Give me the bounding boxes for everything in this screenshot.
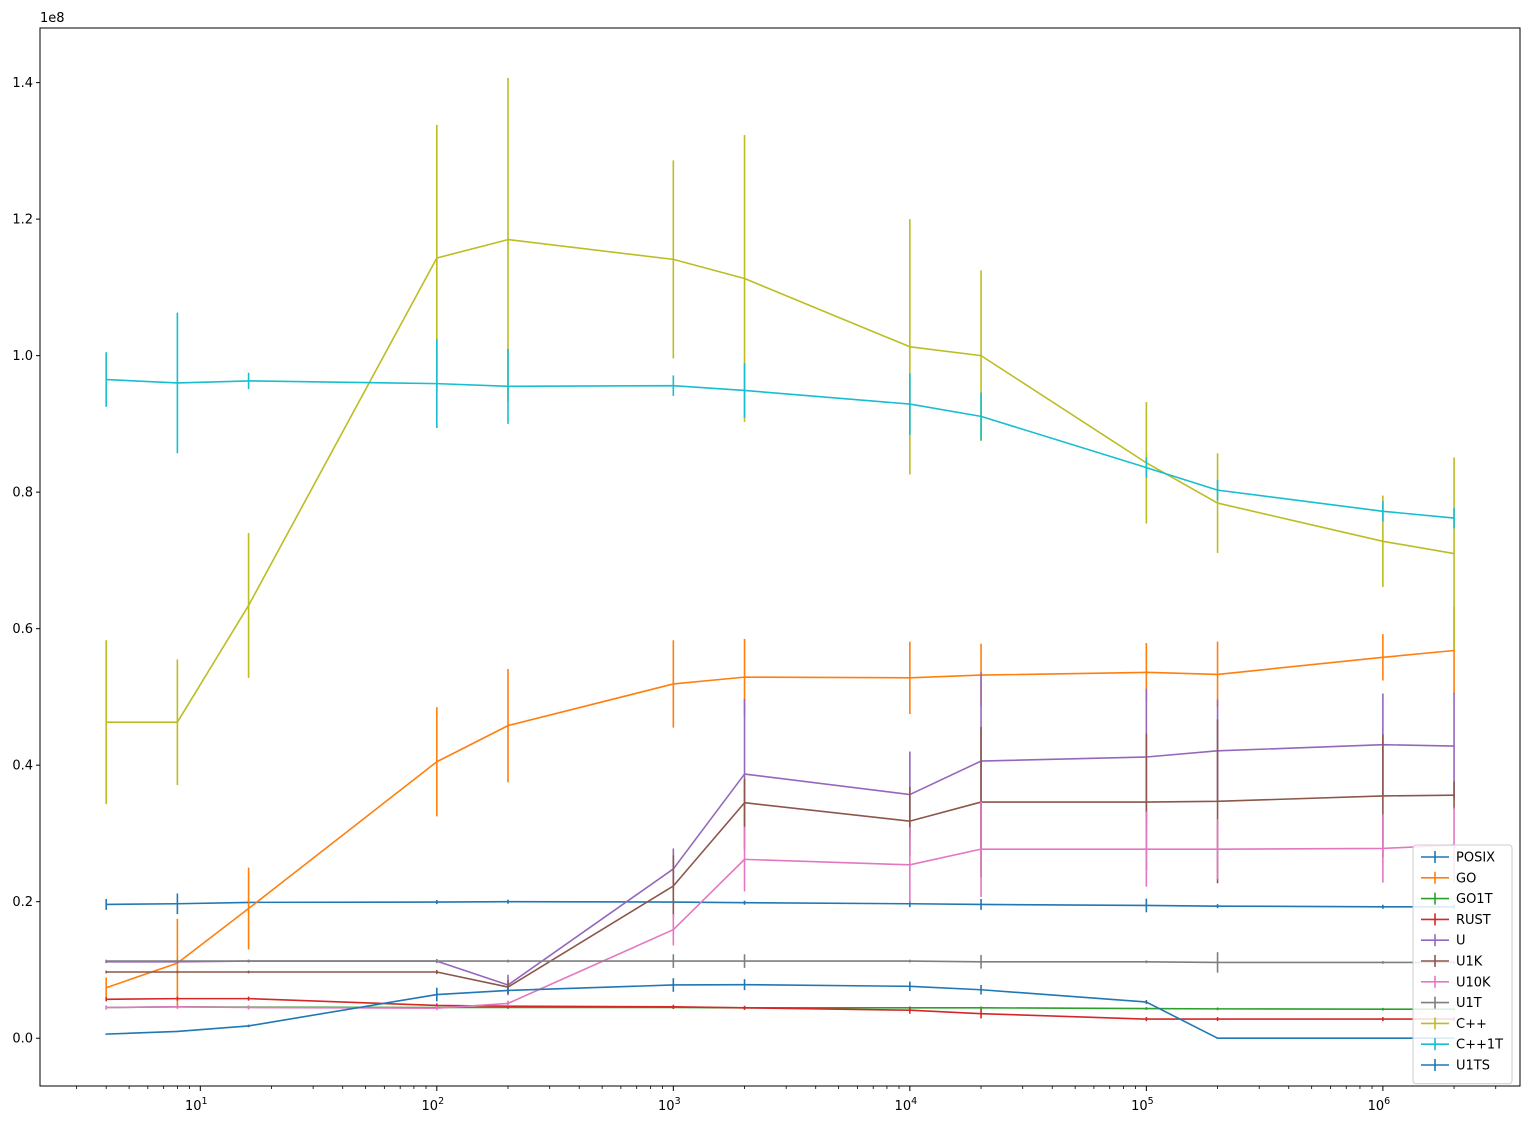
legend-item: C++1T (1421, 1038, 1503, 1053)
y-tick-label: 1.0 (12, 349, 33, 364)
legend-label: U (1456, 934, 1466, 949)
series-11 (105, 978, 1455, 1040)
y-tick-label: 0.6 (12, 622, 33, 637)
legend-label: POSIX (1456, 851, 1495, 866)
legend-item: GO (1421, 871, 1476, 886)
legend-item: U1T (1421, 996, 1482, 1011)
legend-label: C++ (1456, 1017, 1487, 1032)
legend-item: C++ (1421, 1017, 1487, 1032)
legend-item: RUST (1421, 913, 1491, 928)
legend-item: U10K (1421, 975, 1491, 990)
y-tick-label: 1.2 (12, 213, 33, 228)
legend-label: U10K (1456, 975, 1491, 990)
y-tick-label: 0.0 (12, 1032, 33, 1047)
y-tick-label: 0.2 (12, 895, 33, 910)
legend: POSIX GO GO1T RUST U U1K U10K U1T C++ C++1T U1TS (1412, 844, 1513, 1085)
legend-item: GO1T (1421, 892, 1493, 907)
legend-label: U1TS (1456, 1059, 1490, 1074)
series-10 (105, 312, 1455, 529)
y-multiplier-label: 1e8 (40, 11, 65, 26)
y-tick-label: 0.8 (12, 486, 33, 501)
series-7 (105, 801, 1455, 1011)
legend-label: RUST (1456, 913, 1491, 928)
series-8 (105, 952, 1455, 973)
legend-item: U1K (1421, 955, 1483, 970)
y-tick-label: 1.4 (12, 76, 33, 91)
legend-label: C++1T (1456, 1038, 1503, 1053)
legend-label: GO1T (1456, 892, 1493, 907)
legend-label: U1T (1456, 996, 1482, 1011)
legend-label: U1K (1456, 955, 1483, 970)
y-tick-label: 0.4 (12, 759, 33, 774)
series-layer (105, 77, 1455, 1040)
legend-item: U1TS (1421, 1059, 1490, 1074)
plot-frame (39, 27, 1521, 1087)
legend-item: POSIX (1421, 851, 1495, 866)
legend-item: U (1421, 934, 1466, 949)
legend-label: GO (1456, 871, 1476, 886)
